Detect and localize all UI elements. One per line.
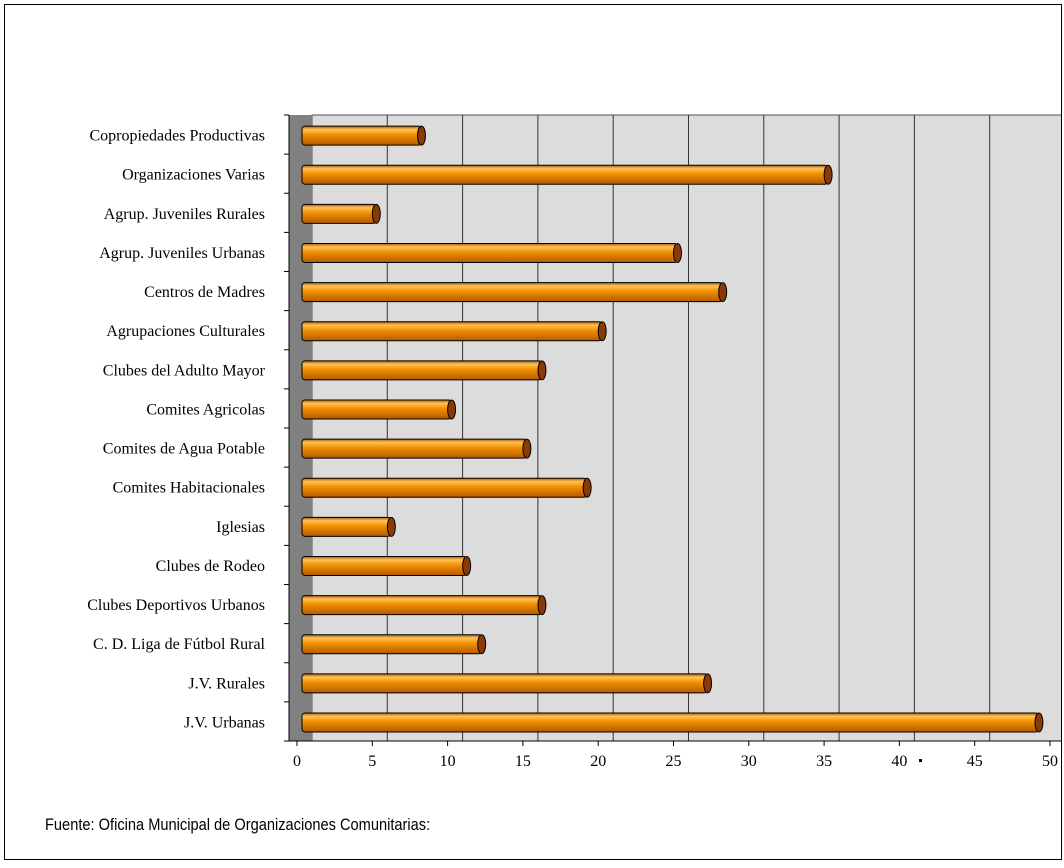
bar (301, 438, 532, 459)
bar-cap (416, 125, 426, 146)
bar-cap (823, 164, 833, 185)
bar-body (301, 595, 543, 616)
category-label: Clubes de Rodeo (156, 558, 265, 575)
bar (301, 242, 682, 263)
bar-cap (1034, 712, 1044, 733)
bar-cap (462, 555, 472, 576)
category-label: Centros de Madres (144, 284, 265, 301)
bar-body (301, 477, 588, 498)
bar (301, 321, 607, 342)
bar (301, 164, 833, 185)
bar-cap (703, 673, 713, 694)
bar (301, 516, 396, 537)
bar-cap (597, 321, 607, 342)
x-tick-label: 20 (590, 753, 606, 770)
bar-cap (371, 203, 381, 224)
bar-body (301, 438, 528, 459)
bar (301, 282, 728, 303)
bar-body (301, 555, 468, 576)
side-wall (289, 115, 312, 741)
category-label: J.V. Urbanas (184, 714, 265, 731)
bar-body (301, 516, 392, 537)
category-label: Clubes del Adulto Mayor (103, 362, 266, 379)
bar (301, 399, 457, 420)
bar (301, 555, 472, 576)
bar-cap (582, 477, 592, 498)
bar-body (301, 164, 829, 185)
category-label: Comites de Agua Potable (103, 441, 265, 458)
chart-frame: 0 5 10 15 20 25 30 35 40 45 50 Copropiedades Produc… (4, 4, 1062, 860)
category-label: Comites Agricolas (146, 401, 265, 418)
category-label: J.V. Rurales (188, 675, 265, 692)
bar-body (301, 634, 483, 655)
bar-cap (386, 516, 396, 537)
x-tick-label: 5 (368, 753, 376, 770)
bar-cap (447, 399, 457, 420)
bar-body (301, 360, 543, 381)
bar-cap (522, 438, 532, 459)
x-tick-label: 40 (891, 753, 907, 770)
category-label: Organizaciones Varias (122, 167, 265, 184)
x-tick-label: 30 (741, 753, 757, 770)
x-tick-label: 10 (440, 753, 456, 770)
x-tick-label: 35 (816, 753, 832, 770)
bar-body (301, 125, 422, 146)
x-tick-label: 50 (1042, 753, 1058, 770)
x-tick-label: 0 (293, 753, 301, 770)
bar-body (301, 203, 377, 224)
bar-body (301, 673, 709, 694)
bar-body (301, 399, 453, 420)
bar-cap (537, 360, 547, 381)
bar (301, 360, 547, 381)
bar (301, 634, 487, 655)
x-tick-label: 45 (967, 753, 983, 770)
category-label: Iglesias (216, 519, 265, 536)
bar (301, 477, 592, 498)
bar-body (301, 712, 1040, 733)
category-label: Agrupaciones Culturales (106, 323, 265, 340)
bar-cap (537, 595, 547, 616)
category-label: Clubes Deportivos Urbanos (87, 597, 265, 614)
bar (301, 125, 426, 146)
bar-body (301, 282, 724, 303)
bar (301, 203, 381, 224)
bar (301, 673, 713, 694)
category-label: Agrup. Juveniles Rurales (104, 206, 265, 223)
bar (301, 712, 1044, 733)
stray-dot (919, 759, 922, 762)
x-tick-label: 25 (666, 753, 682, 770)
bar-chart: 0 5 10 15 20 25 30 35 40 45 50 Copropiedades Produc… (87, 114, 1061, 770)
category-label: Agrup. Juveniles Urbanas (99, 245, 265, 262)
bar-body (301, 242, 678, 263)
source-note: Fuente: Oficina Municipal de Organizacio… (45, 815, 431, 834)
bar-body (301, 321, 603, 342)
x-tick-label: 15 (515, 753, 531, 770)
category-label: C. D. Liga de Fútbol Rural (93, 636, 266, 653)
bar-cap (673, 242, 682, 263)
bar-cap (477, 634, 487, 655)
category-label: Comites Habitacionales (113, 480, 265, 497)
bar (301, 595, 547, 616)
bar-cap (718, 282, 728, 303)
category-label: Copropiedades Productivas (89, 128, 265, 145)
